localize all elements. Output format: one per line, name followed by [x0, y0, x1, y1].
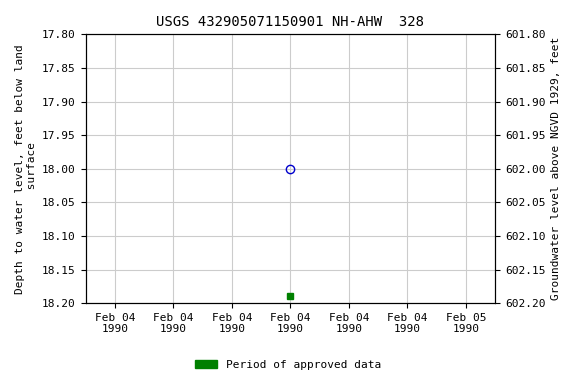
Y-axis label: Depth to water level, feet below land
 surface: Depth to water level, feet below land su… [15, 44, 37, 294]
Legend: Period of approved data: Period of approved data [191, 356, 385, 375]
Y-axis label: Groundwater level above NGVD 1929, feet: Groundwater level above NGVD 1929, feet [551, 37, 561, 300]
Title: USGS 432905071150901 NH-AHW  328: USGS 432905071150901 NH-AHW 328 [157, 15, 425, 29]
